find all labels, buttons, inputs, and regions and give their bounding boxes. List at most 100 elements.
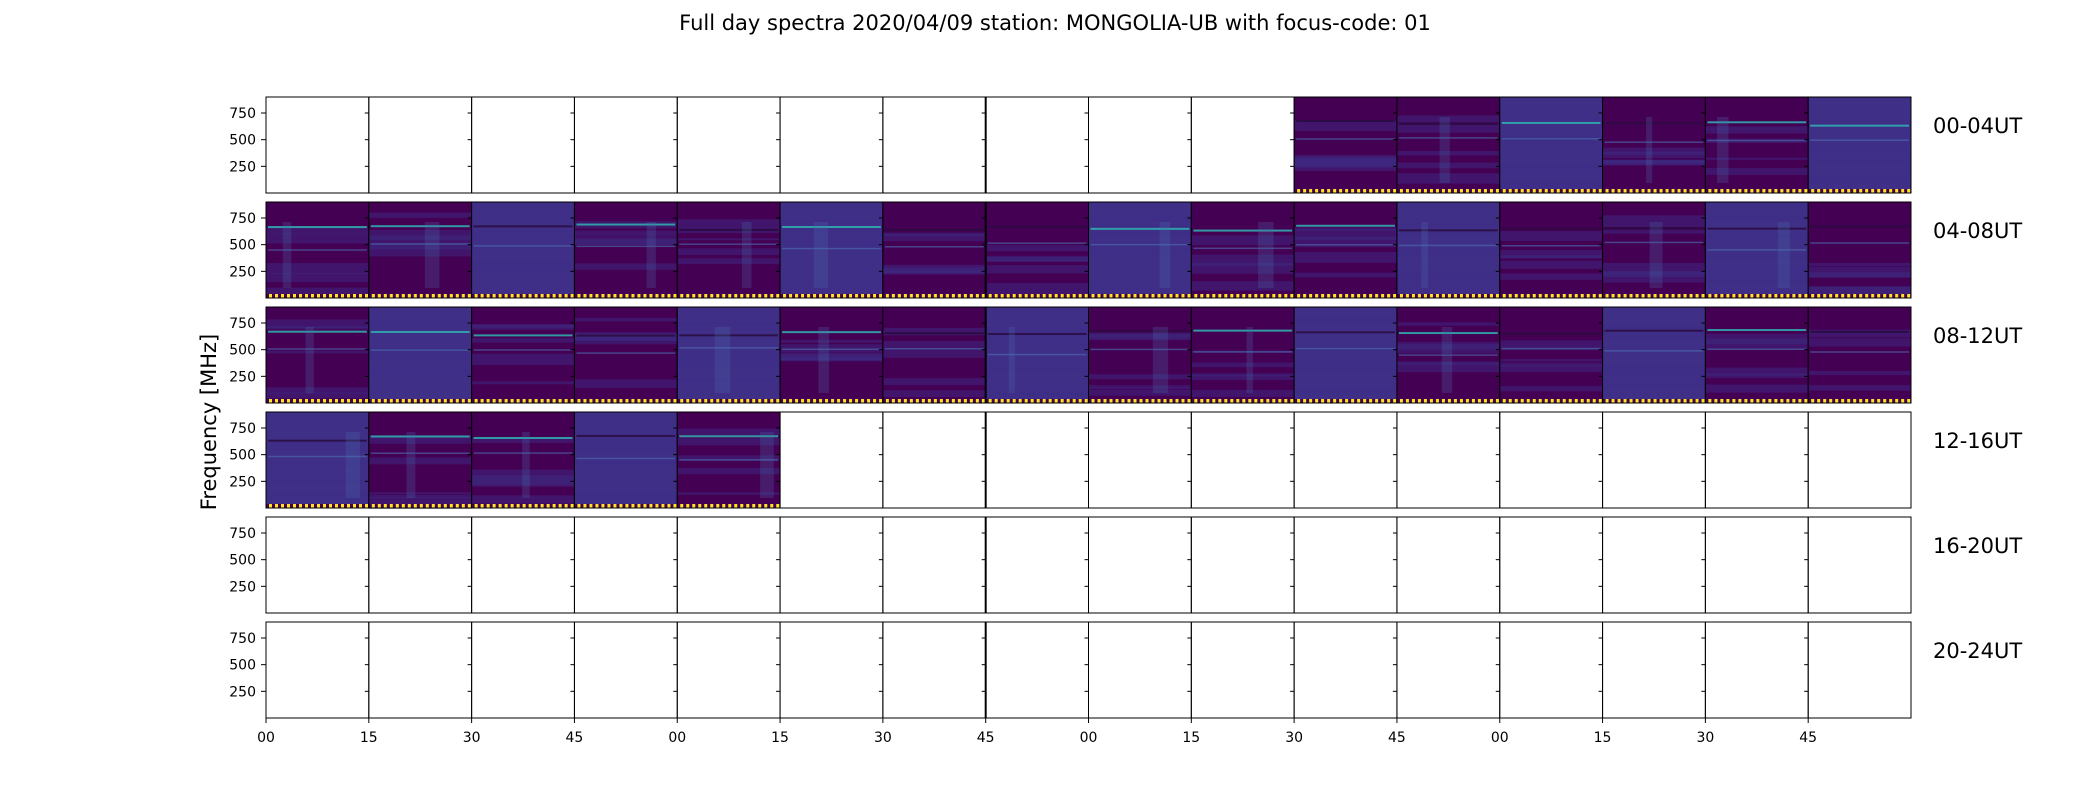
chart-title: Full day spectra 2020/04/09 station: MON… [679, 11, 1431, 35]
spectrum-texture [1602, 159, 1706, 166]
spectrum-panel [1602, 202, 1706, 298]
spectrum-texture [677, 356, 781, 369]
spectrum-texture [985, 362, 1089, 372]
marker-band [882, 294, 986, 298]
spectrum-panel [574, 307, 678, 403]
spectrum-panel [266, 412, 369, 508]
spectrum-texture [1396, 115, 1500, 123]
spectrum-texture [1191, 374, 1295, 381]
spectrum-texture [780, 239, 883, 251]
spectrum-burst [741, 222, 752, 288]
spectrum-texture [1602, 324, 1706, 334]
spectrum-texture [677, 238, 781, 241]
marker-band [368, 399, 472, 403]
y-tick-label: 250 [229, 579, 256, 595]
spectrum-texture [1808, 370, 1911, 376]
panel-frame [1396, 621, 1501, 719]
spectrum-texture [1499, 260, 1603, 269]
spectrum-texture [1602, 262, 1706, 275]
spectrum-burst [1246, 327, 1253, 393]
marker-band [1602, 294, 1706, 298]
spectrum-texture [368, 435, 472, 444]
spectrum-line [268, 249, 367, 251]
spectrum-texture [266, 287, 369, 295]
spectrum-texture [266, 442, 369, 448]
marker-band [1602, 189, 1706, 193]
spectrum-texture [985, 255, 1089, 262]
spectrum-texture [985, 386, 1089, 399]
spectrum-texture [266, 319, 369, 329]
y-tick-label: 500 [229, 133, 256, 149]
row-label: 00-04UT [1933, 114, 2022, 138]
spectrum-panel [1088, 202, 1192, 298]
marker-band [985, 399, 1089, 403]
spectrum-line [370, 330, 470, 333]
spectrum-line [268, 330, 367, 333]
spectrum-burst [1716, 117, 1729, 183]
spectrum-line [473, 245, 573, 247]
spectrum-texture [471, 338, 575, 343]
spectrum-line [884, 332, 984, 335]
spectrum-texture [1294, 158, 1397, 168]
spectrum-texture [266, 387, 369, 394]
spectrum-texture [780, 282, 883, 288]
spectrum-line [1707, 227, 1807, 230]
spectrum-line [1501, 121, 1601, 124]
spectrum-texture [1088, 332, 1192, 339]
spectrum-line [1707, 121, 1807, 124]
y-tick-label: 750 [229, 526, 256, 542]
spectrum-panel [1499, 307, 1603, 403]
spectrum-texture [471, 353, 575, 365]
spectrum-texture [1499, 273, 1603, 280]
panel-frame [985, 516, 1089, 614]
marker-band [1088, 294, 1192, 298]
panel-frame [1088, 516, 1192, 614]
spectrum-texture [677, 248, 781, 256]
spectrum-texture [882, 270, 986, 273]
spectrum-texture [882, 341, 986, 348]
marker-band [368, 294, 472, 298]
spectrum-texture [471, 323, 575, 328]
spectrum-panel [1808, 307, 1911, 403]
spectrum-texture [1705, 338, 1809, 350]
spectrum-texture [574, 263, 678, 270]
panel-frame [1293, 516, 1398, 614]
spectrum-burst [1441, 327, 1453, 393]
spectrum-texture [677, 222, 781, 234]
spectrum-line [1707, 139, 1807, 142]
spectrum-panel [882, 202, 986, 298]
spectrum-texture [1499, 164, 1603, 169]
spectrum-texture [985, 256, 1089, 263]
spectrum-texture [1499, 340, 1603, 351]
spectrum-texture [1602, 328, 1706, 339]
spectrum-line [884, 228, 984, 231]
spectrum-texture [471, 437, 575, 443]
panel-frame [985, 621, 1089, 719]
marker-band [780, 399, 883, 403]
panel-frame [1396, 411, 1501, 509]
spectrum-texture [1705, 252, 1809, 260]
spectrum-texture [1705, 373, 1809, 376]
spectrum-line [268, 348, 367, 350]
spectrum-line [1604, 141, 1704, 143]
panel-frame [882, 516, 987, 614]
spectrum-texture [1808, 141, 1911, 149]
marker-band [1191, 399, 1295, 403]
marker-band [471, 399, 575, 403]
spectrum-texture [780, 352, 883, 362]
panel-frame [1088, 621, 1192, 719]
x-tick-label: 45 [1799, 730, 1817, 746]
spectrum-texture [1088, 225, 1192, 237]
spectrum-texture [882, 233, 986, 242]
spectrum-texture [1396, 173, 1500, 184]
spectrum-panel [780, 307, 883, 403]
panel-frame [1807, 621, 1912, 719]
spectrum-texture [882, 347, 986, 358]
x-tick-label: 00 [668, 730, 686, 746]
marker-band [266, 504, 369, 508]
spectrum-line [1604, 329, 1704, 332]
marker-band [1705, 294, 1809, 298]
spectrum-texture [677, 219, 781, 223]
spectrum-line [1707, 249, 1807, 251]
